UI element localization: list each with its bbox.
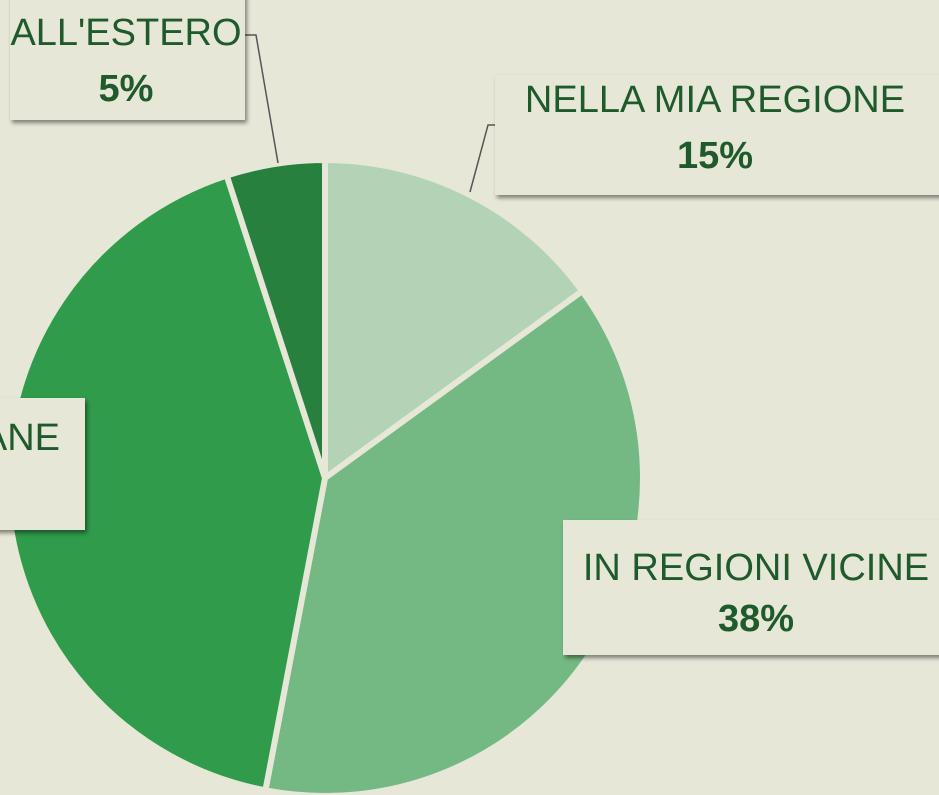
category-label: IN REGIONI VICINE — [583, 547, 929, 589]
label-box — [495, 75, 939, 195]
leader-line — [245, 34, 279, 164]
category-label: NELLA MIA REGIONE — [525, 79, 905, 121]
label-box — [0, 398, 85, 530]
slice — [223, 157, 328, 481]
label-box — [10, 0, 245, 120]
slice — [322, 157, 586, 481]
value-label: 15% — [677, 135, 753, 177]
labels: NELLA MIA REGIONE 15% IN REGIONI VICINE 38%… — [0, 0, 939, 655]
leader-line — [469, 124, 495, 193]
value-label: 38% — [718, 598, 794, 640]
value-label: 5% — [99, 68, 154, 110]
pie — [4, 157, 646, 795]
category-label: ANE — [0, 417, 60, 459]
category-label: ALL'ESTERO — [10, 12, 241, 54]
label-box — [563, 520, 939, 655]
